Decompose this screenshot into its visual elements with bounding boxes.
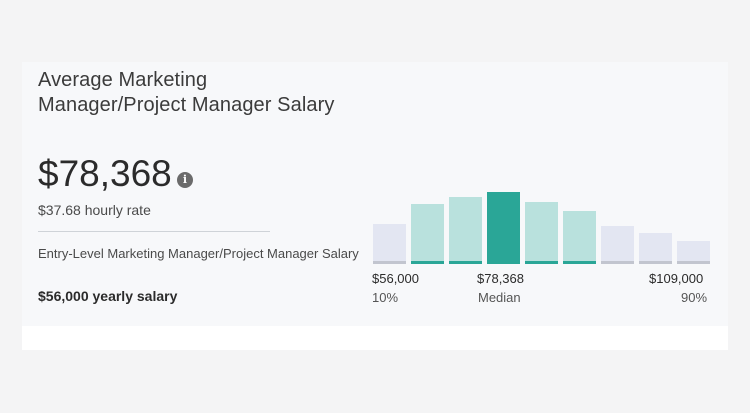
histogram-bar (525, 202, 558, 263)
salary-distribution-chart (373, 192, 710, 264)
histogram-bar-baseline (487, 261, 520, 264)
histogram-bar-baseline (373, 261, 406, 264)
marker-median-label: Median (478, 290, 521, 305)
page-title: Average Marketing Manager/Project Manage… (38, 69, 335, 116)
histogram-bar (601, 226, 634, 263)
histogram-bar (639, 233, 672, 263)
histogram-bar (563, 211, 596, 263)
histogram-bar-baseline (449, 261, 482, 264)
histogram-bar-baseline (601, 261, 634, 264)
card-footer-strip (22, 326, 728, 350)
entry-level-salary: $56,000 yearly salary (38, 288, 178, 304)
histogram-bar-baseline (639, 261, 672, 264)
histogram-bar-baseline (563, 261, 596, 264)
divider (38, 231, 270, 232)
hourly-rate: $37.68 hourly rate (38, 202, 151, 218)
histogram-bar-baseline (525, 261, 558, 264)
marker-low-label: 10% (372, 290, 399, 305)
histogram-bar (449, 197, 482, 263)
marker-low-value: $56,000 (372, 271, 419, 286)
histogram-bar (373, 224, 406, 263)
marker-high-value: $109,000 (649, 271, 704, 286)
salary-card (22, 62, 728, 350)
histogram-bar (411, 204, 444, 263)
histogram-bar (487, 192, 520, 263)
histogram-bar (677, 241, 710, 263)
histogram-bar-baseline (411, 261, 444, 264)
marker-median-value: $78,368 (477, 271, 524, 286)
marker-high-label: 90% (681, 290, 708, 305)
average-salary: $78,368 (38, 153, 172, 194)
histogram-bar-baseline (677, 261, 710, 264)
entry-level-label: Entry-Level Marketing Manager/Project Ma… (38, 246, 359, 261)
info-icon[interactable]: i (177, 172, 193, 188)
